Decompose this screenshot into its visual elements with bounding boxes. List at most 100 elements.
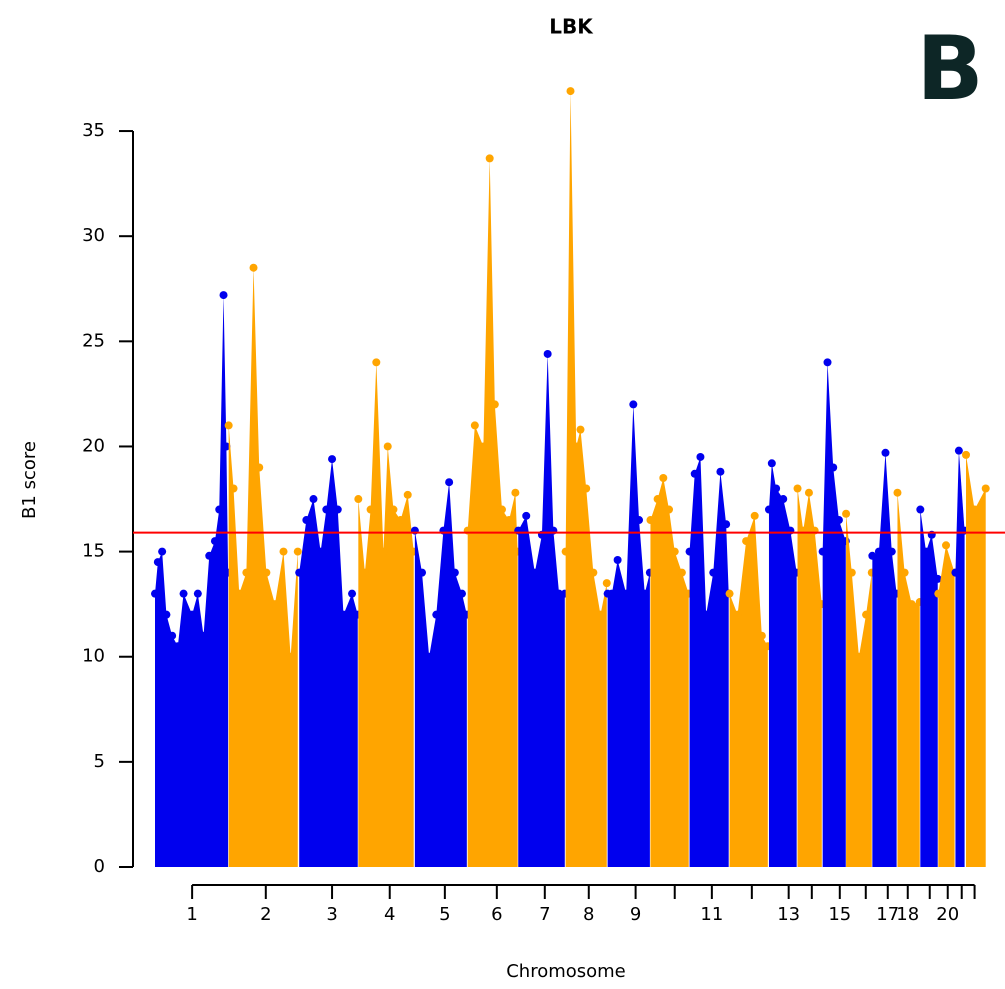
snp-point	[847, 568, 856, 577]
snp-point	[151, 589, 159, 598]
snp-point	[295, 568, 304, 577]
snp-point	[505, 516, 514, 525]
snp-point	[249, 263, 258, 272]
y-tick-label: 35	[82, 120, 105, 141]
snp-point	[607, 589, 616, 598]
snp-point	[677, 568, 686, 577]
snp-point	[823, 358, 832, 367]
snp-point	[767, 459, 776, 468]
snp-point	[470, 421, 479, 430]
snp-point	[497, 505, 506, 514]
snp-point	[868, 551, 877, 560]
snp-point	[589, 568, 598, 577]
chromosome-area	[518, 353, 565, 867]
chromosome-area	[846, 513, 872, 867]
snp-point	[962, 450, 971, 459]
snp-point	[635, 516, 644, 525]
chromosome-area	[607, 404, 650, 867]
snp-point	[854, 652, 863, 661]
snp-point	[934, 589, 943, 598]
snp-point	[450, 568, 459, 577]
snp-point	[670, 547, 679, 556]
snp-point	[179, 589, 188, 598]
snp-point	[916, 505, 925, 514]
snp-point	[479, 442, 488, 451]
snp-point	[229, 484, 238, 493]
snp-point	[333, 505, 342, 514]
chromosome-area	[797, 488, 822, 867]
snp-point	[829, 463, 838, 472]
snp-point	[339, 610, 348, 619]
snp-point	[793, 484, 802, 493]
snp-point	[316, 547, 325, 556]
snp-point	[566, 87, 575, 96]
snp-point	[834, 516, 843, 525]
snp-point	[933, 574, 942, 583]
chromosome-area	[565, 91, 607, 867]
x-tick-label: 11	[700, 904, 723, 925]
snp-point	[403, 490, 412, 499]
snp-point	[219, 291, 228, 300]
snp-point	[205, 551, 214, 560]
snp-point	[613, 556, 622, 565]
snp-point	[900, 568, 909, 577]
x-tick-label: 8	[583, 904, 594, 925]
snp-point	[457, 589, 466, 598]
snp-point	[804, 488, 813, 497]
snp-point	[354, 495, 363, 504]
snp-point	[702, 610, 711, 619]
chromosome-area	[872, 452, 897, 867]
y-tick-label: 30	[82, 225, 105, 246]
x-tick-label: 3	[326, 904, 337, 925]
snp-point	[622, 589, 631, 598]
chromosome-area	[414, 482, 467, 867]
snp-point	[372, 358, 381, 367]
y-tick-label: 15	[82, 541, 105, 562]
chromosome-area	[768, 463, 797, 867]
snp-point	[862, 610, 871, 619]
snp-point	[162, 610, 171, 619]
x-tick-label: 13	[777, 904, 800, 925]
y-axis-label: B1 score	[19, 441, 40, 519]
snp-point	[750, 511, 759, 520]
chromosome-area	[938, 545, 955, 867]
x-tick-label: 5	[439, 904, 450, 925]
snp-point	[153, 558, 162, 567]
x-tick-label: 17	[876, 904, 899, 925]
chromosome-area	[966, 454, 986, 867]
snp-point	[981, 484, 990, 493]
x-tick-label: 4	[384, 904, 395, 925]
snp-point	[640, 589, 649, 598]
snp-point	[485, 154, 494, 163]
chromosome-area	[358, 362, 414, 867]
snp-point	[970, 505, 979, 514]
snp-point	[210, 537, 219, 546]
chromosome-area	[897, 492, 920, 867]
x-axis-label: Chromosome	[506, 961, 626, 982]
y-tick-label: 10	[82, 646, 105, 667]
snp-point	[576, 425, 585, 434]
snp-point	[425, 652, 434, 661]
snp-point	[722, 520, 731, 529]
snp-point	[685, 547, 694, 556]
snp-point	[646, 516, 655, 525]
x-tick-label: 6	[491, 904, 502, 925]
snp-point	[653, 495, 662, 504]
snp-point	[629, 400, 638, 409]
snp-point	[779, 495, 788, 504]
snp-point	[293, 547, 302, 556]
snp-point	[942, 541, 951, 550]
snp-point	[772, 484, 781, 493]
snp-point	[511, 488, 520, 497]
snp-point	[893, 488, 902, 497]
snp-point	[222, 442, 231, 451]
snp-point	[572, 442, 581, 451]
y-tick-label: 25	[82, 330, 105, 351]
x-tick-label: 18	[896, 904, 919, 925]
snp-point	[764, 505, 773, 514]
snp-point	[158, 547, 167, 556]
snp-point	[418, 568, 427, 577]
snp-point	[922, 547, 931, 556]
chart-title: LBK	[549, 15, 594, 39]
snp-point	[757, 631, 766, 640]
